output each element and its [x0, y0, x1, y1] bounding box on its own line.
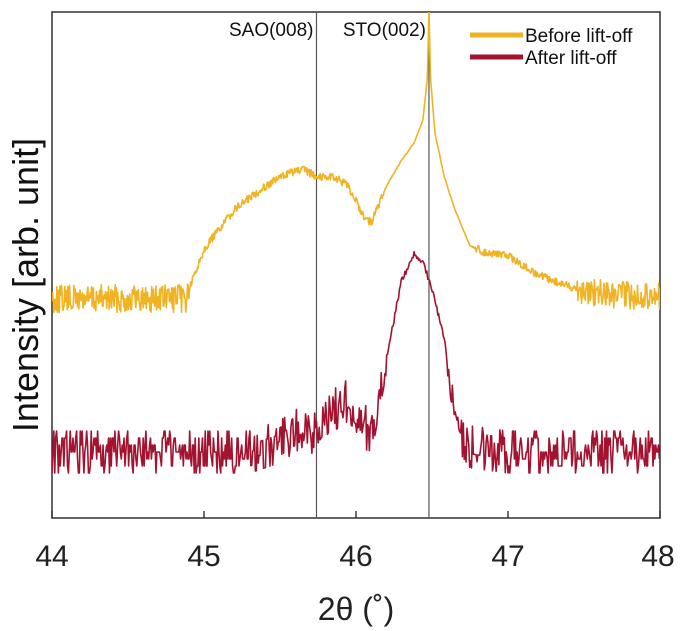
annotation-sao-008: SAO(008): [229, 20, 313, 41]
x-tick-label: 44: [35, 540, 68, 573]
series-line-after-lift-off: [52, 250, 660, 474]
x-axis-label: 2θ (˚): [318, 591, 394, 627]
x-tick-label: 47: [491, 540, 524, 573]
legend-label-after-lift-off: After lift-off: [525, 48, 617, 69]
x-tick-label: 45: [187, 540, 220, 573]
x-tick-label: 48: [641, 540, 674, 573]
legend-label-before-lift-off: Before lift-off: [525, 26, 633, 47]
x-axis-ticks: 44 45 46 47 48: [35, 511, 675, 573]
y-axis-label: Intensity [arb. unit]: [5, 138, 46, 432]
x-tick-label: 46: [339, 540, 372, 573]
series-line-before-lift-off: [52, 12, 660, 314]
annotation-sto-002: STO(002): [343, 20, 426, 41]
legend: Before lift-off After lift-off: [470, 26, 633, 69]
